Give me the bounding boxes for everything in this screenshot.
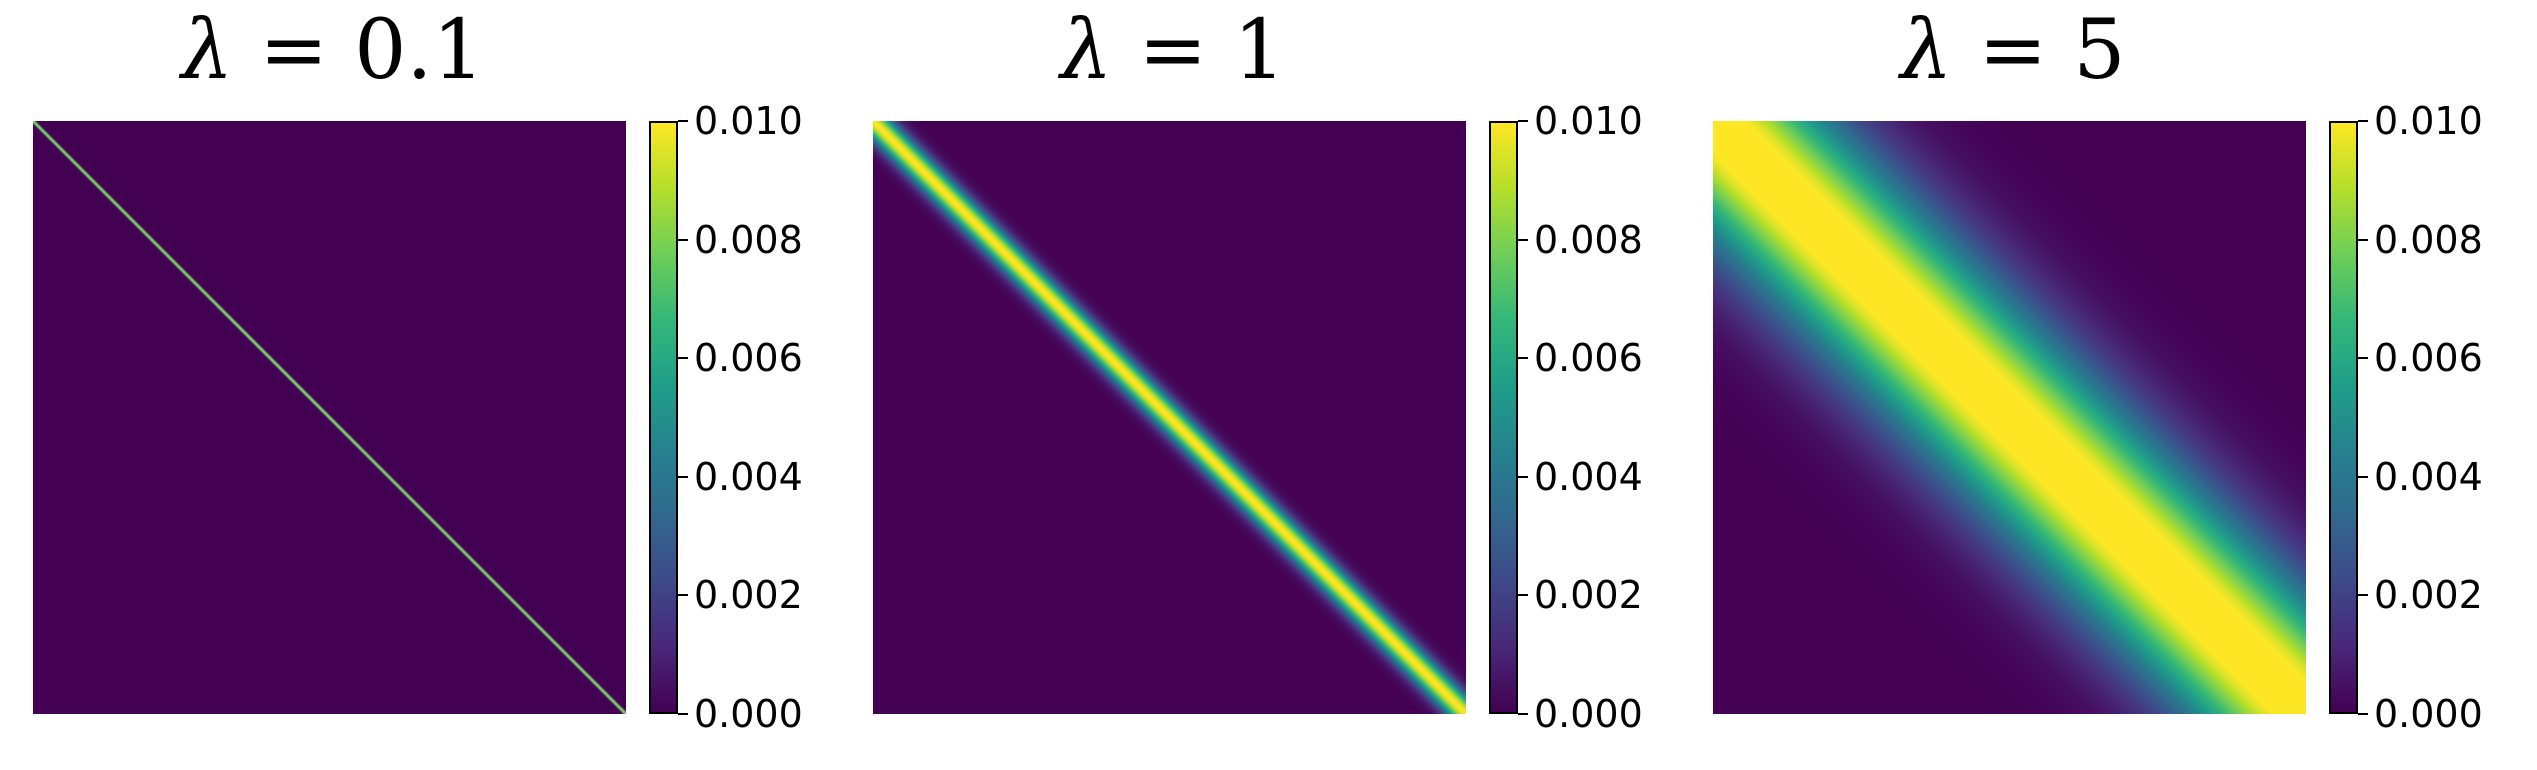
heatmap-panel-lambda-0.1: λ = 0.1 0.000 0.002 0.004 0.006 0.008 0.… bbox=[33, 0, 873, 770]
colorbar-tick-label: 0.008 bbox=[2374, 217, 2483, 262]
lambda-symbol: λ bbox=[181, 3, 234, 98]
panel-title: λ = 5 bbox=[1713, 10, 2313, 92]
heatmap-panel-lambda-5: λ = 5 0.000 0.002 0.004 0.006 0.008 0.01… bbox=[1713, 0, 2537, 770]
colorbar bbox=[1489, 121, 1518, 714]
lambda-symbol: λ bbox=[1900, 3, 1953, 98]
colorbar-tick-label: 0.002 bbox=[1534, 573, 1643, 618]
heatmap-image bbox=[33, 121, 626, 714]
colorbar-tick-label: 0.004 bbox=[694, 454, 803, 499]
colorbar-tick-label: 0.006 bbox=[1534, 336, 1643, 381]
colorbar-tick-label: 0.010 bbox=[694, 99, 803, 143]
panel-title: λ = 1 bbox=[873, 10, 1473, 92]
colorbar-ticks: 0.000 0.002 0.004 0.006 0.008 0.010 bbox=[2358, 100, 2537, 735]
colorbar-tick-label: 0.008 bbox=[1534, 217, 1643, 262]
colorbar-tick-label: 0.000 bbox=[1534, 692, 1643, 736]
colorbar bbox=[2329, 121, 2358, 714]
colorbar-tick-label: 0.010 bbox=[2374, 99, 2483, 143]
colorbar-tick-label: 0.008 bbox=[694, 217, 803, 262]
panel-title: λ = 0.1 bbox=[33, 10, 633, 92]
colorbar-ticks: 0.000 0.002 0.004 0.006 0.008 0.010 bbox=[1518, 100, 1708, 735]
lambda-value: = 0.1 bbox=[233, 3, 485, 98]
colorbar-ticks: 0.000 0.002 0.004 0.006 0.008 0.010 bbox=[678, 100, 868, 735]
colorbar-tick-label: 0.002 bbox=[2374, 573, 2483, 618]
colorbar-tick-label: 0.002 bbox=[694, 573, 803, 618]
lambda-value: = 5 bbox=[1952, 3, 2126, 98]
colorbar-tick-label: 0.010 bbox=[1534, 99, 1643, 143]
colorbar bbox=[649, 121, 678, 714]
lambda-symbol: λ bbox=[1060, 3, 1113, 98]
colorbar-tick-label: 0.000 bbox=[2374, 692, 2483, 736]
colorbar-tick-label: 0.006 bbox=[2374, 336, 2483, 381]
heatmap-image bbox=[1713, 121, 2306, 714]
lambda-value: = 1 bbox=[1112, 3, 1286, 98]
colorbar-tick-label: 0.004 bbox=[1534, 454, 1643, 499]
colorbar-tick-label: 0.004 bbox=[2374, 454, 2483, 499]
colorbar-tick-label: 0.006 bbox=[694, 336, 803, 381]
heatmap-image bbox=[873, 121, 1466, 714]
heatmap-panel-lambda-1: λ = 1 0.000 0.002 0.004 0.006 0.008 0.01… bbox=[873, 0, 1713, 770]
colorbar-tick-label: 0.000 bbox=[694, 692, 803, 736]
